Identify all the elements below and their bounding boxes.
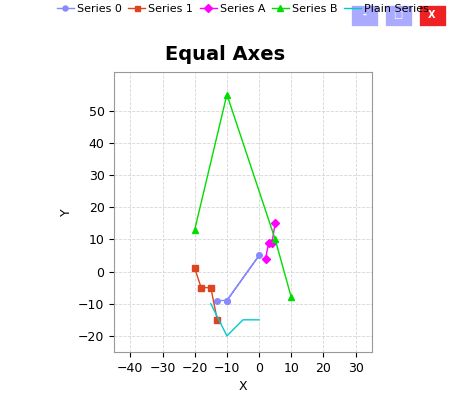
Text: X: X [428,10,436,20]
FancyBboxPatch shape [351,4,378,26]
Line: Series 1: Series 1 [192,266,220,322]
Plain Series [208,301,213,306]
Series 1 [208,285,213,290]
Line: Series B: Series B [191,91,295,301]
Text: Equal Axes: Equal Axes [32,8,108,22]
FancyBboxPatch shape [418,4,446,26]
Plain Series [240,318,246,322]
Line: Plain Series: Plain Series [211,304,259,336]
Series 1 [192,266,198,271]
Plain Series [256,318,262,322]
Series B [224,92,230,97]
Series 1 [215,318,220,322]
Line: Series 0: Series 0 [215,253,262,303]
Series 0 [215,298,220,303]
FancyBboxPatch shape [385,4,412,26]
Y-axis label: Y: Y [59,208,72,216]
Series A [273,221,278,226]
Text: Equal Axes: Equal Axes [165,44,285,64]
Series 0 [256,253,262,258]
Series A [266,240,271,245]
Series A [269,240,274,245]
Text: -: - [363,10,366,20]
Series 0 [224,298,230,303]
Series B [288,295,294,300]
Plain Series [224,334,230,338]
Text: □: □ [394,10,403,20]
X-axis label: X: X [238,380,248,393]
Legend: Series 0, Series 1, Series A, Series B, Plain Series: Series 0, Series 1, Series A, Series B, … [52,0,434,18]
Series B [273,237,278,242]
Line: Series A: Series A [263,220,278,262]
Series A [263,256,268,261]
Series 1 [198,285,204,290]
Series 0 [224,298,230,303]
Series B [192,227,198,232]
